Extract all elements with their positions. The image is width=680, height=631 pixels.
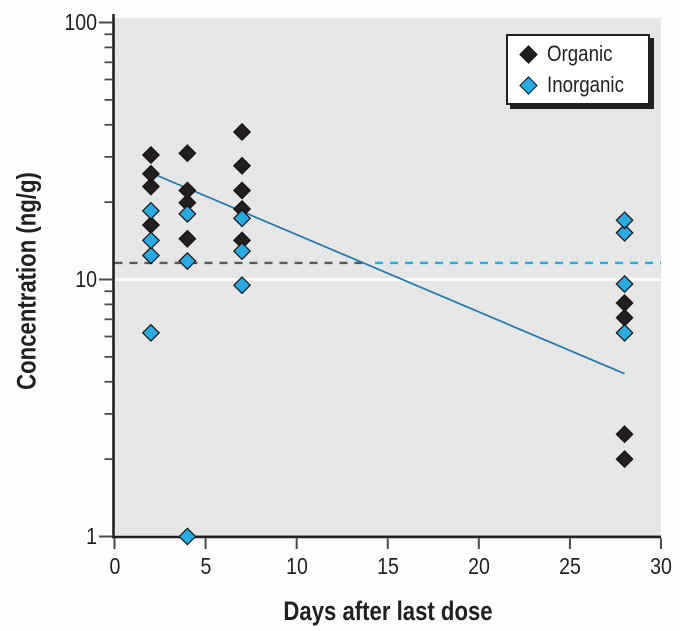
y-tick-label: 10 [75,265,97,292]
data-point-organic [178,144,197,163]
data-point-inorganic [615,323,634,342]
data-point-inorganic [178,204,197,223]
organic-diamond-icon [519,44,538,64]
x-tick-label: 30 [650,553,672,579]
legend: Organic Inorganic [506,34,650,105]
y-axis-title: Concentration (ng/g) [12,172,43,390]
x-tick-label: 25 [559,553,581,579]
data-point-inorganic [615,223,634,242]
legend-item-inorganic: Inorganic [508,72,648,98]
legend-label-inorganic: Inorganic [547,72,624,97]
legend-label-organic: Organic [547,41,613,66]
data-point-organic [141,164,160,183]
x-tick-label: 5 [200,553,212,579]
y-tick-label: 1 [86,522,97,549]
data-point-inorganic [232,242,252,261]
data-point-inorganic [141,231,160,250]
trend-line [150,172,625,375]
x-tick-label: 0 [109,553,120,579]
data-point-inorganic [141,323,160,342]
data-point-inorganic [178,527,197,546]
legend-item-organic: Organic [508,41,648,67]
data-point-organic [178,181,197,200]
data-point-inorganic [615,275,634,294]
data-point-organic [141,145,160,165]
x-tick-label: 20 [467,553,490,579]
data-point-inorganic [178,251,197,271]
inorganic-diamond-icon [519,75,538,95]
data-point-organic [141,177,160,196]
data-point-organic [232,122,252,142]
data-point-organic [615,450,634,469]
data-point-inorganic [232,276,252,295]
data-point-inorganic [615,211,634,230]
x-tick-label: 10 [285,553,308,579]
data-point-inorganic [141,246,160,265]
x-tick-label: 15 [376,553,399,579]
data-point-inorganic [141,201,160,220]
x-axis-title-text: Days after last dose [283,596,493,626]
data-point-organic [615,425,634,444]
x-axis-title: Days after last dose [283,596,492,627]
data-point-organic [232,181,252,200]
y-tick-label: 100 [64,8,97,35]
y-axis-title-text: Concentration (ng/g) [11,172,42,390]
data-point-organic [178,229,197,248]
data-point-organic [232,156,252,175]
data-point-organic [615,293,634,313]
data-point-inorganic [232,209,252,228]
